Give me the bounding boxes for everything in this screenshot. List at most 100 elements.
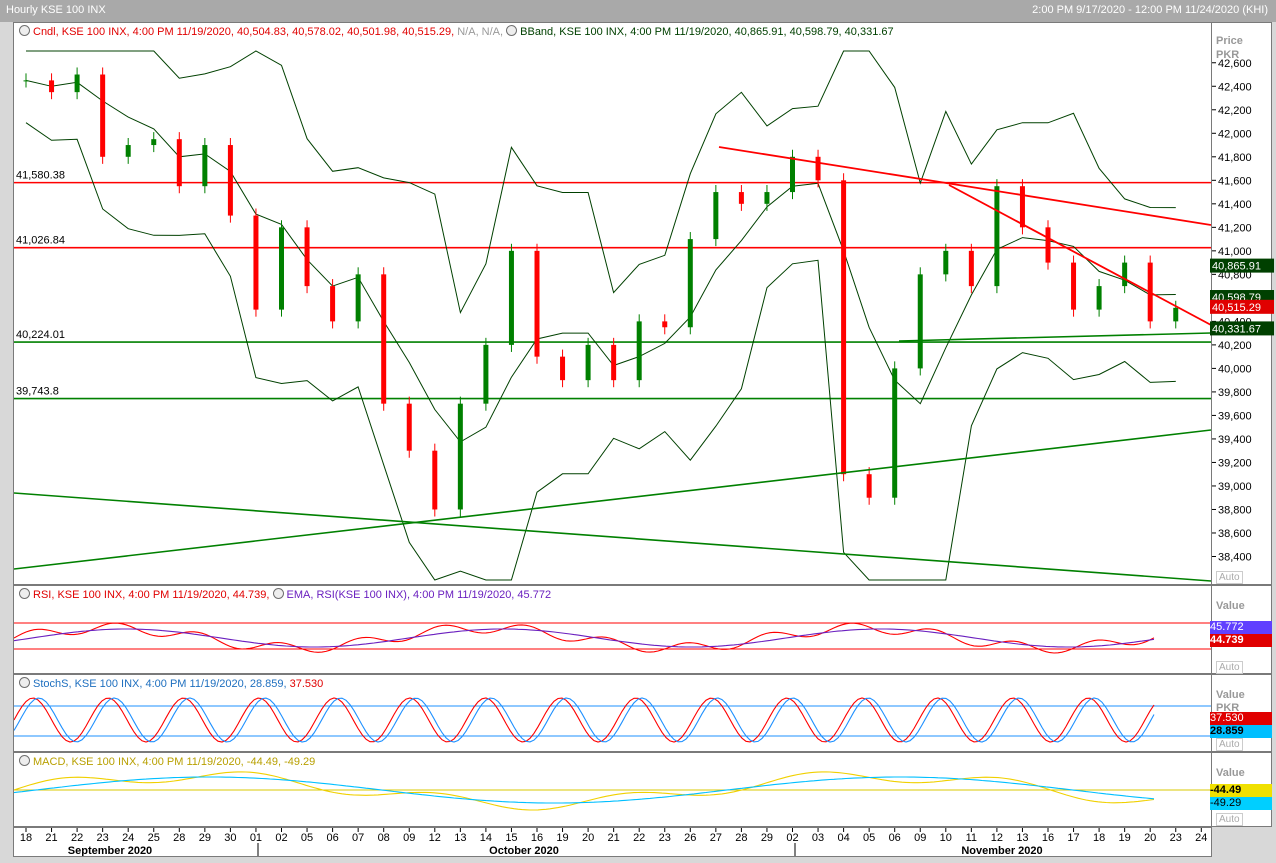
date-axis-label: 19 bbox=[1119, 832, 1131, 844]
settings-icon[interactable] bbox=[506, 25, 518, 36]
rsi-chart bbox=[14, 622, 1211, 654]
price-chart: 41,580.38 41,026.84 40,224.01 39,743.8 bbox=[14, 50, 1211, 582]
trendline-down-green bbox=[14, 492, 1211, 582]
month-label: September 2020 bbox=[68, 845, 152, 856]
date-axis-label: 04 bbox=[837, 832, 849, 844]
date-axis-label: 06 bbox=[326, 832, 338, 844]
date-axis-label: 12 bbox=[991, 832, 1003, 844]
candle-body bbox=[738, 192, 744, 204]
candle-body bbox=[1019, 186, 1025, 228]
date-axis-label: 16 bbox=[1042, 832, 1054, 844]
date-axis[interactable]: 18 21 22 23 24 25 28 29 30 01 02 05 06 07 08 09 12 13 14 15… bbox=[13, 827, 1212, 857]
candle-body bbox=[176, 139, 182, 187]
rsi-value-tag: 44.739 bbox=[1210, 634, 1272, 647]
candle-body bbox=[151, 139, 157, 146]
price-axis-label: 40,000 bbox=[1218, 363, 1252, 375]
bband-lower-line bbox=[25, 122, 1176, 581]
candle-body bbox=[23, 80, 29, 82]
auto-scale-button[interactable]: Auto bbox=[1216, 661, 1243, 674]
candle-body bbox=[917, 274, 923, 369]
date-axis-label: 24 bbox=[122, 832, 134, 844]
window-titlebar: Hourly KSE 100 INX 2:00 PM 9/17/2020 - 1… bbox=[0, 0, 1276, 22]
date-axis-label: 06 bbox=[889, 832, 901, 844]
bband-upper-line bbox=[26, 50, 1176, 315]
candle-body bbox=[330, 286, 336, 322]
auto-scale-button[interactable]: Auto bbox=[1216, 813, 1243, 826]
price-pane[interactable]: Cndl, KSE 100 INX, 4:00 PM 11/19/2020, 4… bbox=[13, 22, 1212, 585]
date-axis-label: 27 bbox=[710, 832, 722, 844]
candle-body bbox=[611, 344, 617, 381]
settings-icon[interactable] bbox=[272, 588, 284, 599]
price-axis-label: 42,200 bbox=[1218, 105, 1252, 117]
macd-axis[interactable]: Value -44.49 -49.29 Auto bbox=[1210, 752, 1272, 827]
candle-body bbox=[432, 450, 438, 510]
date-axis-label: 28 bbox=[173, 832, 185, 844]
price-axis-label: 41,000 bbox=[1218, 246, 1252, 258]
trendline-support-green bbox=[898, 332, 1211, 342]
macd-chart bbox=[14, 771, 1211, 811]
auto-scale-button[interactable]: Auto bbox=[1216, 571, 1243, 584]
stoch-axis[interactable]: Value PKR 37.530 28.859 Auto bbox=[1210, 674, 1272, 752]
date-axis-label: 13 bbox=[1016, 832, 1028, 844]
candle-body bbox=[1045, 227, 1051, 263]
candle-body bbox=[304, 227, 310, 287]
candle-body bbox=[866, 474, 872, 498]
price-tag-bg bbox=[1210, 299, 1274, 314]
date-axis-label: 01 bbox=[250, 832, 262, 844]
macd-legend: MACD, KSE 100 INX, 4:00 PM 11/19/2020, -… bbox=[19, 755, 315, 768]
settings-icon[interactable] bbox=[19, 755, 30, 766]
candle-body bbox=[125, 145, 131, 157]
trendline-resistance-red bbox=[718, 146, 1211, 226]
candle-body bbox=[49, 80, 55, 93]
stoch-pane[interactable]: StochS, KSE 100 INX, 4:00 PM 11/19/2020,… bbox=[13, 674, 1212, 752]
date-range: 2:00 PM 9/17/2020 - 12:00 PM 11/24/2020 … bbox=[1032, 4, 1268, 16]
month-label: November 2020 bbox=[961, 845, 1042, 856]
date-axis-label: 10 bbox=[940, 832, 952, 844]
price-axis-label: 42,000 bbox=[1218, 128, 1252, 140]
price-axis-label: 39,400 bbox=[1218, 434, 1252, 446]
stoch-d-line bbox=[14, 697, 1155, 743]
price-axis-label: 41,400 bbox=[1218, 199, 1252, 211]
trendline-steep-red bbox=[948, 184, 1211, 326]
price-axis-label: 38,800 bbox=[1218, 504, 1252, 516]
price-tag-label: 40,515.29 bbox=[1212, 302, 1261, 314]
price-tag-bg bbox=[1210, 258, 1274, 273]
settings-icon[interactable] bbox=[19, 25, 30, 36]
price-axis-label: 39,600 bbox=[1218, 410, 1252, 422]
candle-body bbox=[483, 344, 489, 404]
date-axis-ticks: 18 21 22 23 24 25 28 29 30 01 02 05 06 07 08 09 12 13 14 15… bbox=[20, 828, 1207, 856]
ema-line bbox=[14, 628, 1155, 648]
auto-scale-button[interactable]: Auto bbox=[1216, 738, 1243, 751]
date-axis-label: 08 bbox=[378, 832, 390, 844]
level-label: 41,026.84 bbox=[16, 235, 65, 247]
date-axis-label: 21 bbox=[45, 832, 57, 844]
stoch-legend-text: StochS, KSE 100 INX, 4:00 PM 11/19/2020,… bbox=[33, 678, 287, 690]
date-axis-label: 02 bbox=[786, 832, 798, 844]
date-axis-label: 28 bbox=[735, 832, 747, 844]
candle-body bbox=[355, 274, 361, 322]
price-legend: Cndl, KSE 100 INX, 4:00 PM 11/19/2020, 4… bbox=[19, 25, 894, 38]
price-axis-label: 40,200 bbox=[1218, 340, 1252, 352]
settings-icon[interactable] bbox=[19, 588, 30, 599]
candle-body bbox=[534, 250, 540, 357]
date-axis-label: 16 bbox=[531, 832, 543, 844]
price-axis-label: 39,800 bbox=[1218, 387, 1252, 399]
ema-legend-text: EMA, RSI(KSE 100 INX), 4:00 PM 11/19/202… bbox=[286, 589, 552, 601]
price-axis-label: 41,800 bbox=[1218, 152, 1252, 164]
macd-pane[interactable]: MACD, KSE 100 INX, 4:00 PM 11/19/2020, -… bbox=[13, 752, 1212, 827]
candle-body bbox=[74, 74, 80, 93]
rsi-pane[interactable]: RSI, KSE 100 INX, 4:00 PM 11/19/2020, 44… bbox=[13, 585, 1212, 674]
date-axis-label: 18 bbox=[1093, 832, 1105, 844]
date-axis-label: 22 bbox=[633, 832, 645, 844]
date-axis-label: 29 bbox=[199, 832, 211, 844]
settings-icon[interactable] bbox=[19, 677, 30, 688]
candle-body bbox=[100, 74, 106, 157]
rsi-axis[interactable]: Value 45.772 44.739 Auto bbox=[1210, 585, 1272, 674]
candle-body bbox=[1096, 286, 1102, 310]
candle-body bbox=[457, 403, 463, 510]
date-axis-label: 20 bbox=[1144, 832, 1156, 844]
date-axis-label: 23 bbox=[659, 832, 671, 844]
candle-body bbox=[815, 156, 821, 181]
stoch-k-line bbox=[14, 697, 1155, 743]
